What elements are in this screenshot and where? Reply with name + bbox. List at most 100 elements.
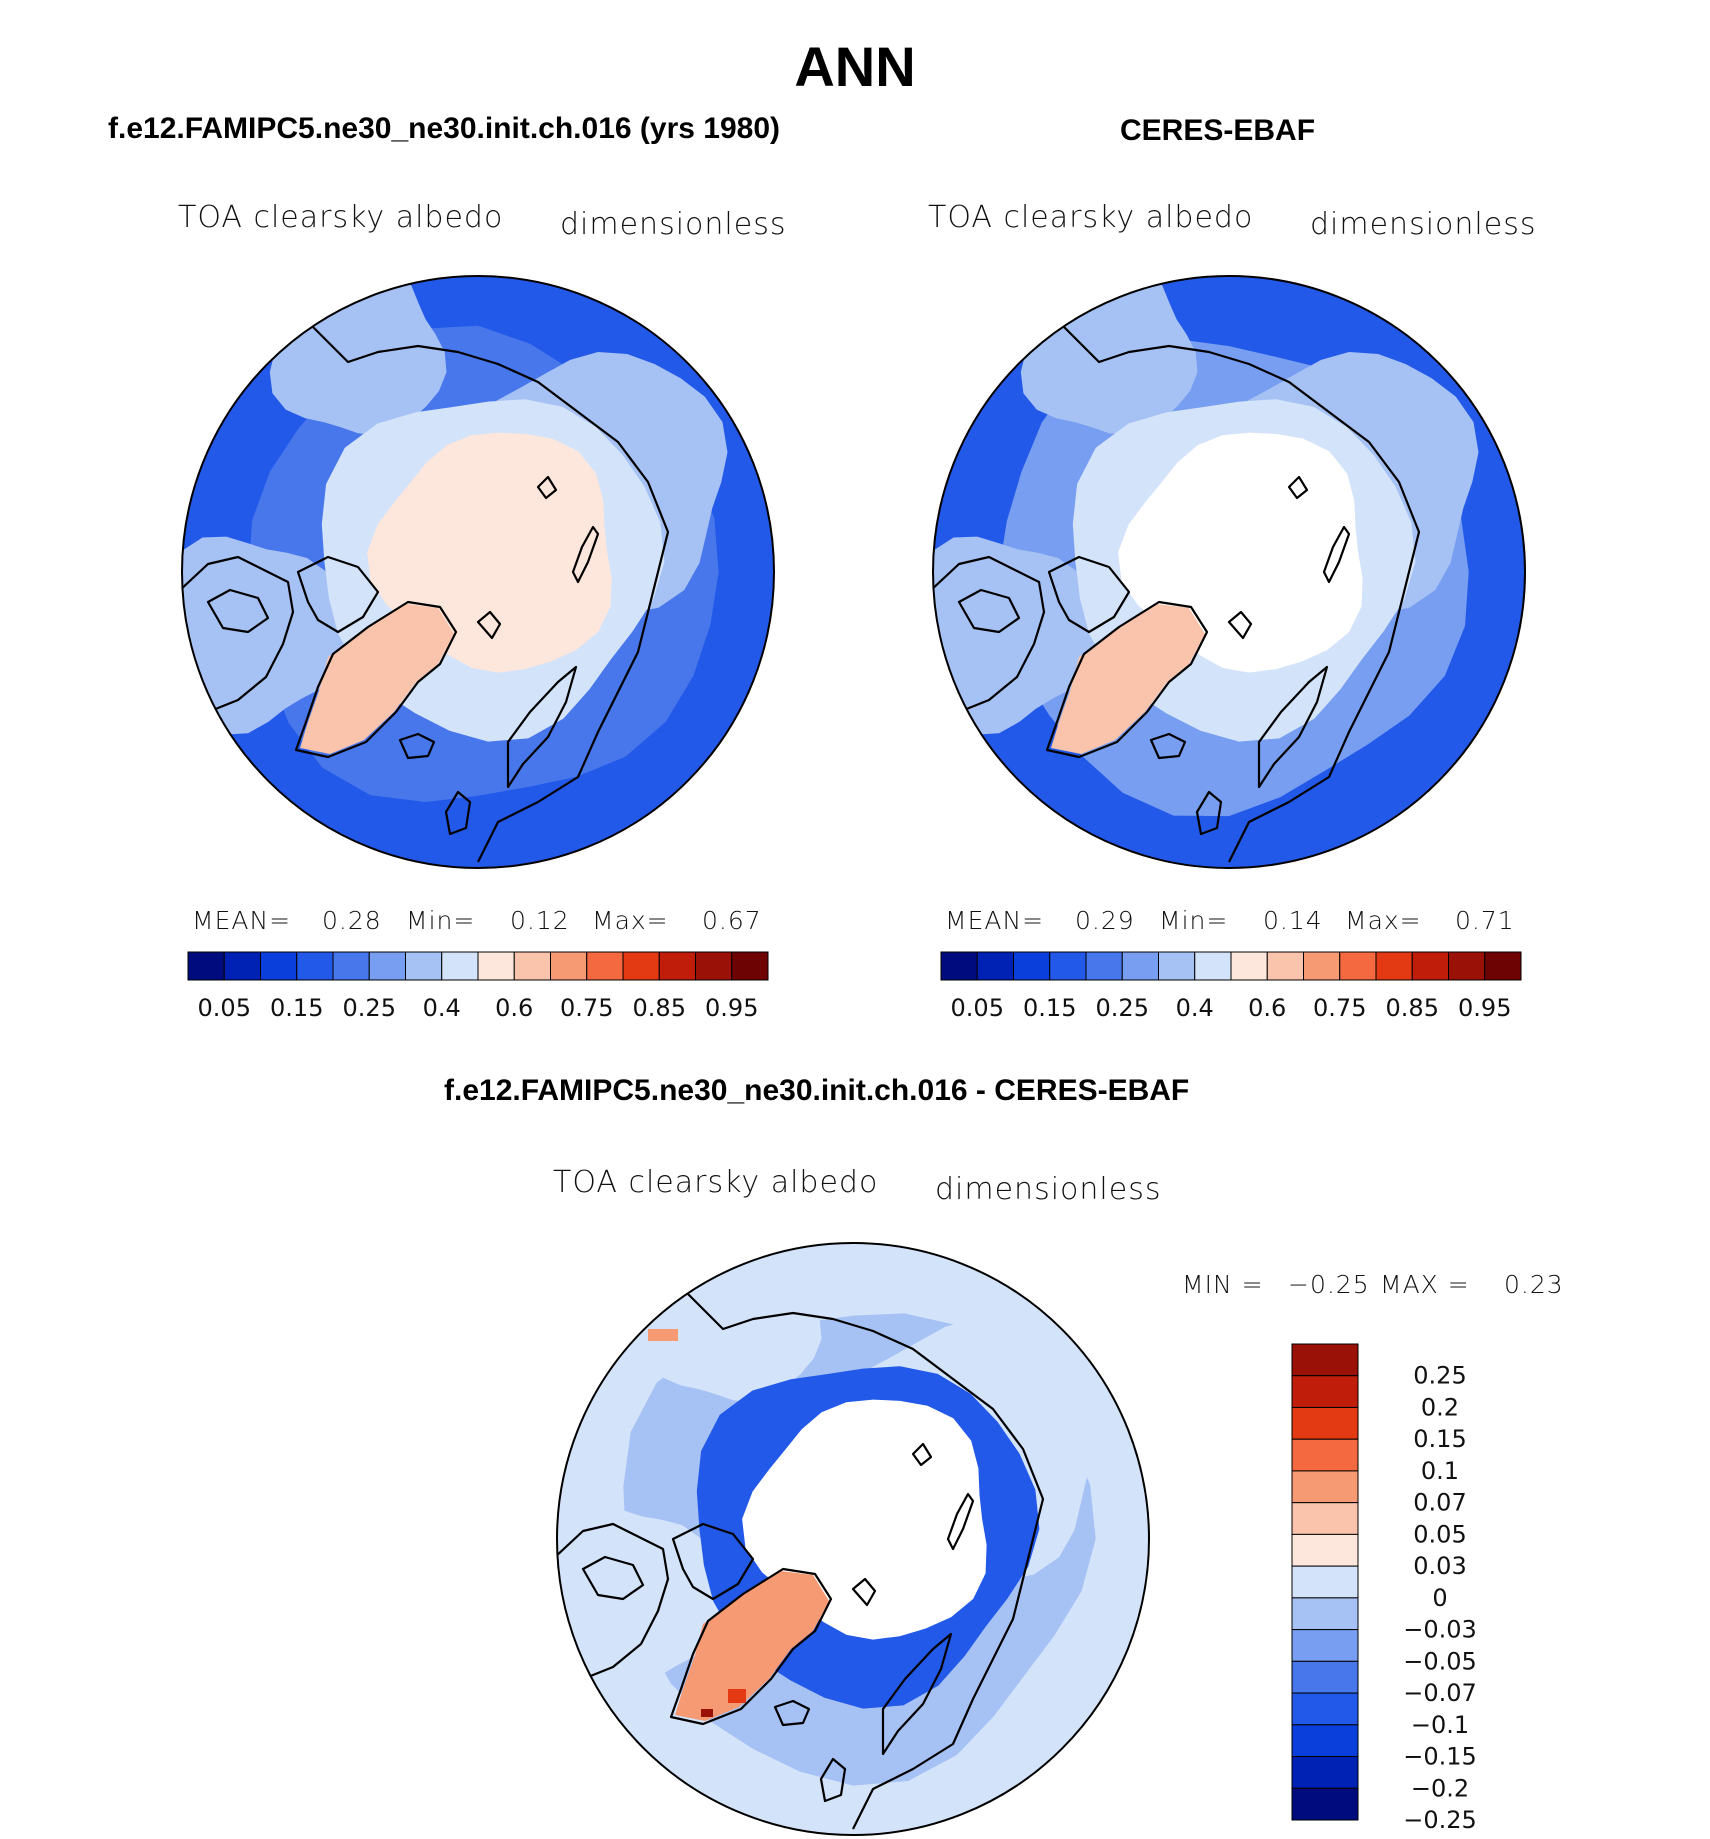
colorbar-swatch — [1291, 1565, 1359, 1599]
colorbar-swatch — [976, 951, 1014, 981]
colorbar-swatch — [1291, 1724, 1359, 1758]
colorbar-swatch — [1158, 951, 1196, 981]
svalbard-coast — [1227, 610, 1253, 640]
north-america-coast — [933, 555, 1046, 726]
colorbar-swatch — [368, 951, 406, 981]
panel1-mean-label: MEAN= — [192, 906, 292, 935]
panel1-max-value: 0.67 — [702, 906, 762, 935]
colorbar-swatch — [1291, 1375, 1359, 1408]
colorbar-swatch — [1291, 1406, 1359, 1440]
map-border — [932, 275, 1526, 869]
colorbar-tick-label: 0.6 — [1248, 994, 1286, 1020]
colorbar-tick-label: 0.15 — [270, 994, 323, 1020]
colorbar-swatch — [1411, 951, 1449, 981]
field-greenland — [1051, 604, 1205, 754]
colorbar-swatch — [1291, 1438, 1359, 1472]
novaya-zemlya-coast — [946, 1492, 975, 1551]
colorbar-swatch — [731, 951, 769, 981]
panel3-case-title: f.e12.FAMIPC5.ne30_ne30.init.ch.016 - CE… — [444, 1074, 1190, 1107]
colorbar-swatch — [1375, 951, 1413, 981]
scandinavia-coast — [506, 665, 578, 789]
colorbar-swatch — [1291, 1660, 1359, 1694]
colorbar-swatch — [1194, 951, 1232, 981]
colorbar-tick-label: 0.05 — [951, 994, 1004, 1020]
panel2-polar-map — [932, 275, 1526, 869]
panel1-polar-map — [181, 275, 775, 869]
panel2-units-label: dimensionless — [1310, 207, 1537, 242]
colorbar-swatch — [1013, 951, 1051, 981]
colorbar-tick-label: −0.03 — [1403, 1616, 1477, 1644]
colorbar-swatch — [1291, 1692, 1359, 1726]
field-greenland-hotspot — [728, 1689, 746, 1703]
iceland-coast — [773, 1699, 811, 1727]
canadian-archipelago-coast — [296, 555, 380, 634]
colorbar-tick-label: 0.03 — [1413, 1552, 1466, 1580]
panel1-variable-label: TOA clearsky albedo — [178, 200, 504, 235]
severnaya-zemlya-coast — [536, 475, 558, 500]
iceland-coast — [1149, 732, 1187, 760]
colorbar-swatch — [1266, 951, 1304, 981]
british-isles-coast — [444, 790, 472, 836]
north-america-coast — [557, 1522, 670, 1693]
field-greenland — [300, 604, 454, 754]
colorbar-swatch — [1049, 951, 1087, 981]
british-isles-coast — [1195, 790, 1223, 836]
map-border — [181, 275, 775, 869]
colorbar-swatch — [1291, 1502, 1359, 1535]
novaya-zemlya-coast — [1322, 525, 1351, 584]
colorbar-tick-label: −0.1 — [1411, 1711, 1469, 1739]
colorbar-swatch — [1484, 951, 1522, 981]
colorbar-swatch — [223, 951, 261, 981]
colorbar-tick-label: −0.25 — [1403, 1806, 1477, 1830]
scandinavia-coast — [1257, 665, 1329, 789]
colorbar-swatch — [1291, 1533, 1359, 1567]
coastlines — [933, 288, 1421, 863]
field-greenland — [675, 1571, 829, 1721]
colorbar-swatch — [1339, 951, 1377, 981]
panel2-case-title: CERES-EBAF — [1120, 114, 1316, 147]
colorbar-swatch — [260, 951, 298, 981]
eurasia-coast — [306, 288, 670, 863]
scandinavia-coast — [881, 1632, 953, 1756]
panel3-polar-map — [556, 1242, 1150, 1836]
colorbar-swatch — [1291, 1787, 1359, 1821]
colorbar-swatch — [1291, 1629, 1359, 1662]
colorbar-tick-label: 0.15 — [1413, 1425, 1466, 1453]
panel2-max-label: Max= — [1345, 906, 1422, 935]
greenland-coast — [1045, 600, 1209, 759]
iceland-coast — [398, 732, 436, 760]
greenland-coast — [294, 600, 458, 759]
colorbar-swatch — [187, 951, 225, 981]
colorbar-tick-label: 0.2 — [1421, 1393, 1459, 1421]
colorbar-swatch — [296, 951, 334, 981]
panel1-case-title: f.e12.FAMIPC5.ne30_ne30.init.ch.016 (yrs… — [108, 112, 780, 145]
colorbar-swatch — [695, 951, 733, 981]
colorbar-tick-label: 0.15 — [1023, 994, 1076, 1020]
colorbar-tick-label: −0.2 — [1411, 1774, 1469, 1802]
svalbard-coast — [476, 610, 502, 640]
british-isles-coast — [819, 1757, 847, 1803]
panel3-min-value: −0.25 — [1288, 1270, 1370, 1299]
colorbar-tick-label: 0.05 — [198, 994, 251, 1020]
hudson-bay-coast — [206, 588, 270, 634]
colorbar-tick-label: 0.4 — [1176, 994, 1214, 1020]
panel1-min-value: 0.12 — [510, 906, 570, 935]
colorbar-tick-label: 0.25 — [1413, 1362, 1466, 1390]
colorbar-tick-label: 0.05 — [1413, 1520, 1466, 1548]
novaya-zemlya-coast — [571, 525, 600, 584]
eurasia-coast — [1057, 288, 1421, 863]
colorbar-swatch — [940, 951, 978, 981]
panel2-colorbar: 0.05 0.15 0.25 0.4 0.6 0.75 0.85 0.95 — [940, 951, 1522, 1020]
field-bering-positive — [648, 1329, 678, 1341]
colorbar-tick-label: 0.07 — [1413, 1489, 1466, 1517]
colorbar-tick-label: 0.6 — [495, 994, 533, 1020]
panel3-variable-label: TOA clearsky albedo — [553, 1165, 879, 1200]
greenland-coast — [669, 1567, 833, 1726]
panel1-min-label: Min= — [406, 906, 476, 935]
colorbar-tick-label: 0.75 — [1313, 994, 1366, 1020]
panel3-max-value: 0.23 — [1504, 1270, 1564, 1299]
colorbar-tick-label: 0.75 — [560, 994, 613, 1020]
colorbar-swatch — [1230, 951, 1268, 981]
panel2-variable-label: TOA clearsky albedo — [928, 200, 1254, 235]
map-border — [556, 1242, 1150, 1836]
